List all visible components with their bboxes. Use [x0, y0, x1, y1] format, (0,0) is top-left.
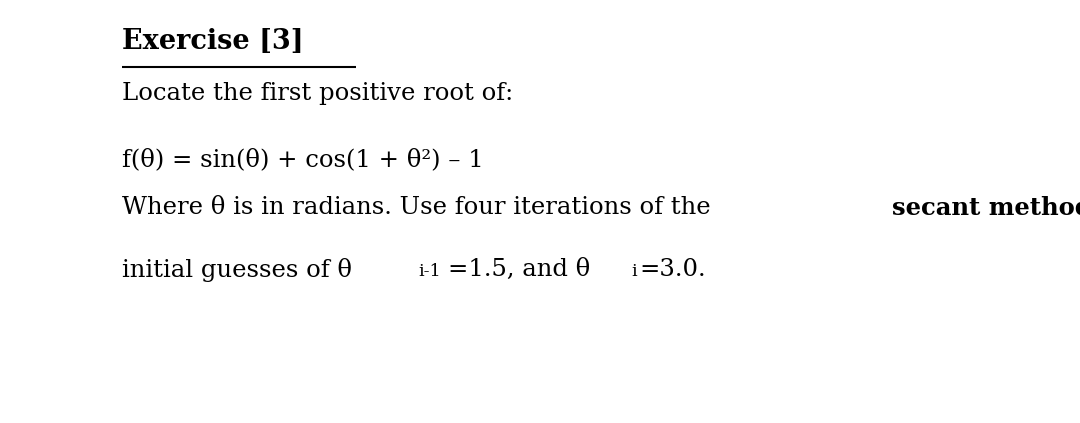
Text: f(θ) = sin(θ) + cos(1 + θ²) – 1: f(θ) = sin(θ) + cos(1 + θ²) – 1: [122, 148, 484, 171]
Text: i-1: i-1: [419, 263, 442, 280]
Text: Locate the first positive root of:: Locate the first positive root of:: [122, 82, 513, 105]
Text: =1.5, and θ: =1.5, and θ: [448, 258, 591, 281]
Text: Exercise [3]: Exercise [3]: [122, 28, 303, 55]
Text: Where θ is in radians. Use four iterations of the: Where θ is in radians. Use four iteratio…: [122, 196, 718, 219]
Text: i: i: [632, 263, 637, 280]
Text: initial guesses of θ: initial guesses of θ: [122, 258, 352, 282]
Text: =3.0.: =3.0.: [639, 258, 705, 281]
Text: secant method: secant method: [891, 196, 1080, 220]
